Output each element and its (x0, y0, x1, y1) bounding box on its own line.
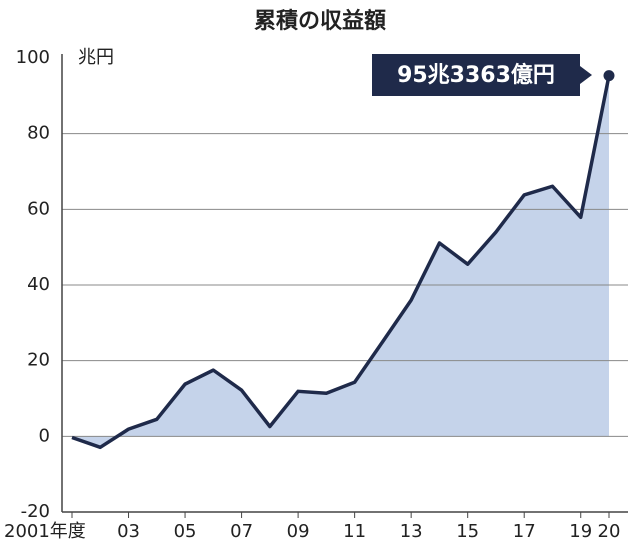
line (71, 75, 611, 450)
end-marker (603, 70, 615, 82)
area (72, 75, 609, 448)
x-tick-label: 20 (598, 521, 621, 542)
x-tick-label: 05 (174, 521, 197, 542)
x-tick-label: 2001年度 (4, 521, 86, 542)
y-tick-label: 60 (27, 198, 50, 219)
x-tick-label: 17 (513, 521, 536, 542)
y-tick-label: 80 (27, 123, 50, 144)
x-tick-label: 07 (230, 521, 253, 542)
x-tick-label: 15 (456, 521, 479, 542)
annotation-box (372, 54, 580, 96)
x-tick-label: 09 (287, 521, 310, 542)
x-tick-label: 11 (343, 521, 366, 542)
x-tick-label: 03 (117, 521, 140, 542)
y-tick-label: -20 (21, 501, 50, 522)
y-tick-label: 40 (27, 274, 50, 295)
x-tick-label: 13 (400, 521, 423, 542)
annotation: 95兆3363億円 (397, 62, 555, 88)
y-tick-label: 0 (39, 425, 50, 446)
y-unit: 兆円 (78, 47, 114, 68)
y-tick-label: 20 (27, 350, 50, 371)
chart-title: 累積の収益額 (254, 8, 386, 34)
y-tick-label: 100 (16, 47, 50, 68)
annotation-pointer (580, 66, 592, 84)
x-tick-label: 19 (569, 521, 592, 542)
